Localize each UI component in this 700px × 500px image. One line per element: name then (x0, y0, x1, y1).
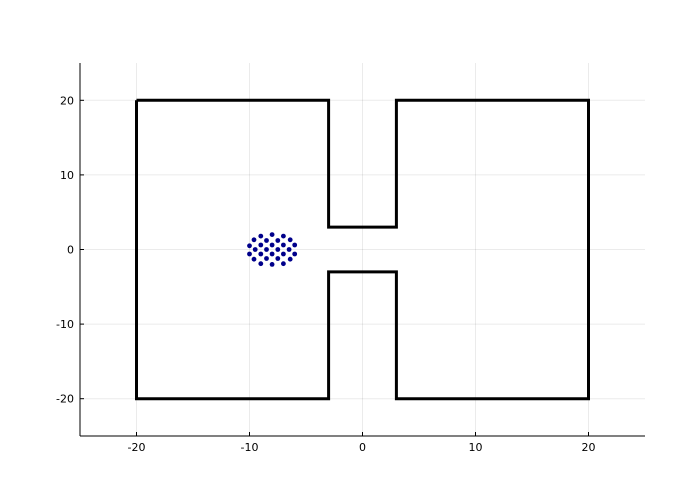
agents (247, 232, 298, 267)
agent-point-7 (247, 243, 252, 249)
x-tick-label-4: 20 (582, 441, 596, 454)
agent-point-11 (292, 242, 298, 248)
agent-point-0 (269, 232, 275, 238)
y-tick-label-4: 20 (60, 94, 74, 107)
agent-point-17 (258, 251, 264, 257)
agent-point-8 (258, 242, 264, 248)
agent-point-26 (269, 262, 275, 267)
agent-point-22 (264, 256, 269, 261)
y-tick-label-3: 10 (60, 169, 74, 182)
y-tick-label-0: -20 (56, 393, 74, 406)
agent-point-9 (269, 242, 275, 248)
walls (135, 98, 590, 401)
agent-point-20 (292, 251, 298, 257)
agent-point-6 (287, 237, 293, 243)
agent-point-16 (247, 251, 252, 257)
agent-point-3 (251, 237, 257, 243)
agent-point-19 (281, 251, 286, 257)
agent-point-18 (269, 251, 275, 257)
y-tick-label-1: -10 (56, 318, 74, 331)
agent-point-5 (275, 238, 281, 243)
grid (80, 63, 645, 436)
agent-point-2 (281, 233, 286, 239)
agent-point-14 (275, 247, 281, 252)
agent-point-15 (286, 247, 292, 252)
x-tick-label-3: 10 (469, 441, 483, 454)
x-tick-label-2: 0 (359, 441, 366, 454)
agent-point-27 (281, 261, 286, 267)
wall-outline (135, 98, 590, 401)
agent-point-23 (275, 256, 281, 261)
y-tick-label-2: 0 (67, 244, 74, 257)
agent-point-25 (258, 261, 264, 267)
agent-point-21 (251, 256, 257, 262)
agent-point-10 (281, 242, 286, 248)
x-tick-label-1: -10 (241, 441, 259, 454)
ticks: -20 -10 0 10 20 -20 -10 0 10 20 (56, 94, 595, 454)
agent-point-13 (264, 247, 269, 252)
agent-point-1 (258, 233, 264, 239)
x-tick-label-0: -20 (128, 441, 146, 454)
agent-point-12 (252, 247, 258, 252)
agent-point-24 (287, 256, 293, 262)
agent-point-4 (264, 238, 269, 243)
